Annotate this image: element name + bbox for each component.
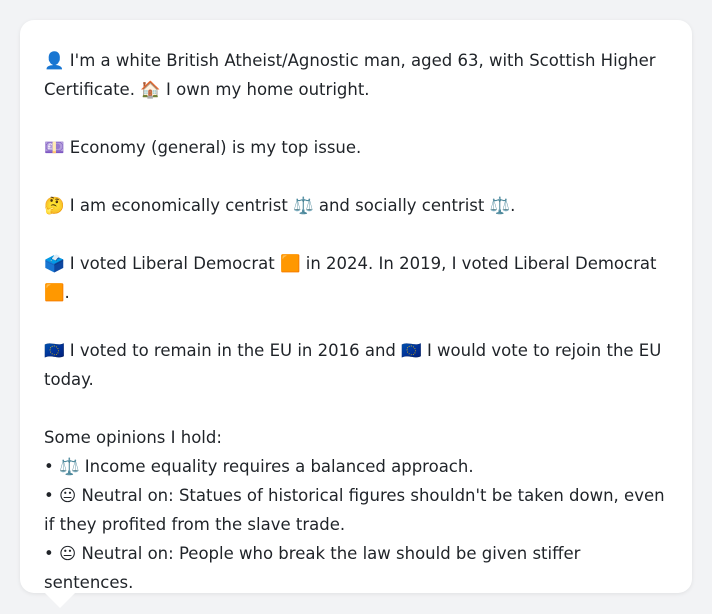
opinions-section: Some opinions I hold: • ⚖️ Income equali… <box>44 423 668 597</box>
votes-paragraph: 🗳️ I voted Liberal Democrat 🟧 in 2024. I… <box>44 249 668 307</box>
opinion-text: Neutral on: Statues of historical figure… <box>44 486 665 534</box>
votes-end: . <box>64 283 70 302</box>
bullet: • <box>44 457 54 476</box>
social-position-text: and socially centrist <box>318 196 485 215</box>
opinion-item: • 😐 Neutral on: People who break the law… <box>44 539 668 597</box>
position-end: . <box>510 196 516 215</box>
balance-scale-icon: ⚖️ <box>58 457 80 476</box>
eu-flag-icon: 🇪🇺 <box>44 341 65 360</box>
balance-scale-icon: ⚖️ <box>489 196 511 215</box>
thinking-face-icon: 🤔 <box>44 196 65 215</box>
persona-message-bubble: 👤 I'm a white British Atheist/Agnostic m… <box>20 20 692 593</box>
orange-square-icon: 🟧 <box>279 254 301 273</box>
home-text: I own my home outright. <box>166 80 370 99</box>
eu-rejoin-text: I would vote to rejoin the EU today. <box>44 341 662 389</box>
top-issue-paragraph: 💷 Economy (general) is my top issue. <box>44 133 668 162</box>
opinion-text: Income equality requires a balanced appr… <box>84 457 474 476</box>
bullet: • <box>44 486 54 505</box>
identity-paragraph: 👤 I'm a white British Atheist/Agnostic m… <box>44 46 668 104</box>
neutral-face-icon: 😐 <box>58 486 77 505</box>
neutral-face-icon: 😐 <box>58 544 77 563</box>
eu-paragraph: 🇪🇺 I voted to remain in the EU in 2016 a… <box>44 336 668 394</box>
position-paragraph: 🤔 I am economically centrist ⚖️ and soci… <box>44 191 668 220</box>
opinions-heading: Some opinions I hold: <box>44 428 222 447</box>
identity-text: I'm a white British Atheist/Agnostic man… <box>44 51 656 99</box>
opinion-item: • 😐 Neutral on: Statues of historical fi… <box>44 481 668 539</box>
bullet: • <box>44 544 54 563</box>
orange-square-icon: 🟧 <box>44 283 65 302</box>
ballot-box-icon: 🗳️ <box>44 254 65 273</box>
opinion-text: Neutral on: People who break the law sho… <box>44 544 581 592</box>
eu-flag-icon: 🇪🇺 <box>401 341 422 360</box>
eu-remain-text: I voted to remain in the EU in 2016 and <box>69 341 396 360</box>
vote-2019-text: in 2024. In 2019, I voted Liberal Democr… <box>305 254 657 273</box>
house-icon: 🏠 <box>140 80 161 99</box>
person-icon: 👤 <box>44 51 65 70</box>
bubble-tail <box>44 592 76 608</box>
vote-2024-text: I voted Liberal Democrat <box>69 254 275 273</box>
balance-scale-icon: ⚖️ <box>293 196 314 215</box>
banknote-icon: 💷 <box>44 138 65 157</box>
opinion-item: • ⚖️ Income equality requires a balanced… <box>44 452 668 481</box>
economic-position-text: I am economically centrist <box>69 196 288 215</box>
top-issue-text: Economy (general) is my top issue. <box>69 138 362 157</box>
